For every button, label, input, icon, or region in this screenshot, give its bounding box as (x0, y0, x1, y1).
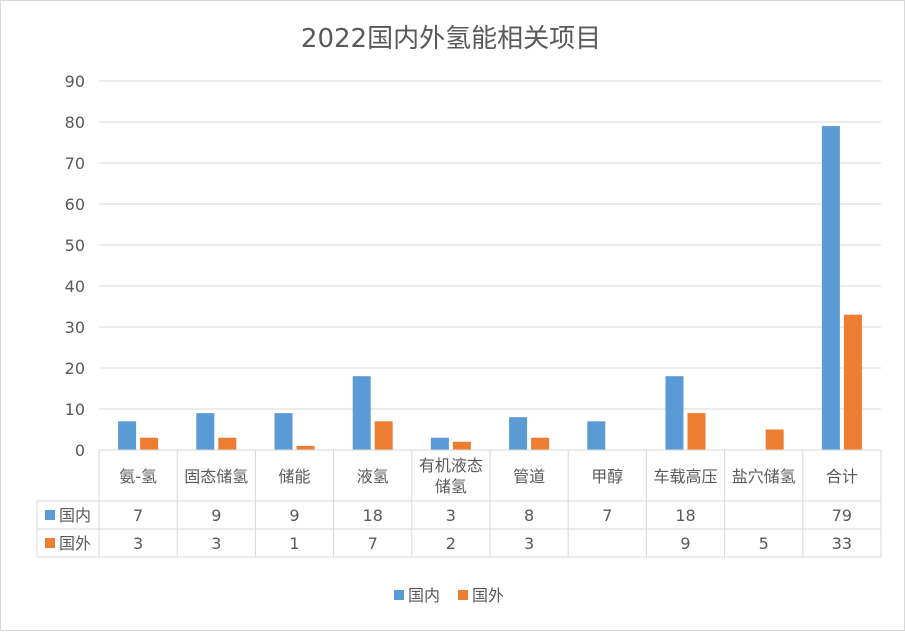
x-tick-label: 车载高压 (653, 467, 717, 486)
x-tick-label: 合计 (826, 467, 858, 486)
table-value: 9 (211, 506, 221, 525)
table-value: 2 (446, 534, 456, 553)
legend-label: 国外 (472, 586, 504, 605)
bar-domestic (821, 126, 840, 450)
x-tick-label: 有机液态储氢 (419, 456, 483, 496)
bar-domestic (665, 376, 684, 450)
table-value: 3 (446, 506, 456, 525)
x-tick-label: 储能 (278, 467, 310, 486)
table-series-name: 国外 (59, 534, 91, 553)
bar-foreign (687, 413, 706, 450)
y-tick-label: 20 (65, 359, 85, 378)
x-tick-label: 液氢 (357, 467, 389, 486)
bar-domestic (587, 421, 606, 450)
bar-domestic (274, 413, 293, 450)
table-value: 3 (211, 534, 221, 553)
bar-foreign (218, 437, 237, 450)
chart-title: 2022国内外氢能相关项目 (301, 24, 601, 54)
bar-foreign (765, 429, 784, 450)
x-tick-label: 甲醇 (591, 467, 623, 486)
y-tick-label: 0 (75, 441, 85, 460)
bar-foreign (140, 437, 159, 450)
bar-domestic (509, 417, 528, 450)
bar-foreign (531, 437, 550, 450)
x-tick-label: 固态储氢 (184, 467, 248, 486)
table-value: 3 (133, 534, 143, 553)
bar-foreign (296, 445, 315, 450)
table-value: 18 (363, 506, 383, 525)
table-value: 7 (602, 506, 612, 525)
x-tick-label: 管道 (513, 467, 545, 486)
table-value: 7 (133, 506, 143, 525)
y-tick-label: 40 (65, 277, 85, 296)
x-tick-label: 氨-氢 (119, 467, 157, 486)
bar-domestic (430, 437, 449, 450)
y-tick-label: 80 (65, 113, 85, 132)
table-value: 8 (524, 506, 534, 525)
bar-foreign (452, 441, 471, 450)
y-tick-label: 60 (65, 195, 85, 214)
table-value: 9 (680, 534, 690, 553)
table-value: 1 (289, 534, 299, 553)
y-tick-label: 10 (65, 400, 85, 419)
bar-foreign (843, 314, 862, 450)
y-tick-label: 30 (65, 318, 85, 337)
table-value: 79 (832, 506, 852, 525)
legend-label: 国内 (408, 586, 440, 605)
table-value: 33 (832, 534, 852, 553)
table-value: 5 (759, 534, 769, 553)
bar-domestic (196, 413, 215, 450)
bar-foreign (374, 421, 393, 450)
x-tick-label: 盐穴储氢 (732, 467, 796, 486)
table-value: 3 (524, 534, 534, 553)
table-legend-key (45, 538, 55, 548)
y-tick-label: 70 (65, 154, 85, 173)
table-value: 9 (289, 506, 299, 525)
bar-domestic (352, 376, 371, 450)
legend-key-domestic (394, 590, 404, 600)
legend-key-foreign (458, 590, 468, 600)
table-series-name: 国内 (59, 506, 91, 525)
table-legend-key (45, 510, 55, 520)
y-tick-label: 50 (65, 236, 85, 255)
y-tick-label: 90 (65, 72, 85, 91)
bar-domestic (118, 421, 137, 450)
table-value: 18 (675, 506, 695, 525)
table-value: 7 (368, 534, 378, 553)
